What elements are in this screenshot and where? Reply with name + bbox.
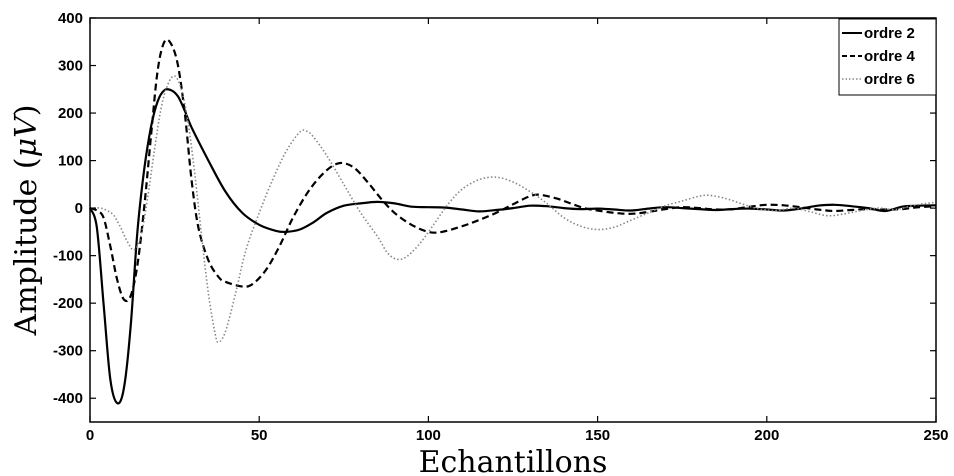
x-tick-label: 150: [585, 427, 610, 444]
y-axis-title-close: ): [9, 105, 44, 117]
y-tick-label: -400: [53, 390, 83, 407]
y-tick-label: 200: [58, 105, 83, 122]
y-tick-label: -100: [53, 248, 83, 265]
x-tick-label: 200: [754, 427, 779, 444]
legend-label-ordre-6: ordre 6: [864, 71, 915, 88]
legend-label-ordre-4: ordre 4: [864, 48, 916, 65]
y-tick-label: -300: [53, 343, 83, 360]
x-tick-label: 50: [251, 427, 268, 444]
y-tick-label: 300: [58, 58, 83, 75]
legend: ordre 2 ordre 4 ordre 6: [839, 19, 936, 95]
x-tick-label: 100: [416, 427, 441, 444]
y-tick-label: 400: [58, 10, 83, 27]
x-tick-label: 250: [923, 427, 948, 444]
y-tick-label: 0: [75, 200, 83, 217]
x-axis-title: Echantillons: [419, 445, 608, 476]
x-tick-label: 0: [86, 427, 94, 444]
y-tick-label: 100: [58, 153, 83, 170]
y-axis-title: Amplitude (μV): [9, 105, 44, 337]
y-axis-title-text: Amplitude (: [9, 157, 44, 336]
y-tick-label: -200: [53, 295, 83, 312]
legend-label-ordre-2: ordre 2: [864, 25, 915, 42]
y-axis-title-unit: μV: [9, 113, 44, 157]
